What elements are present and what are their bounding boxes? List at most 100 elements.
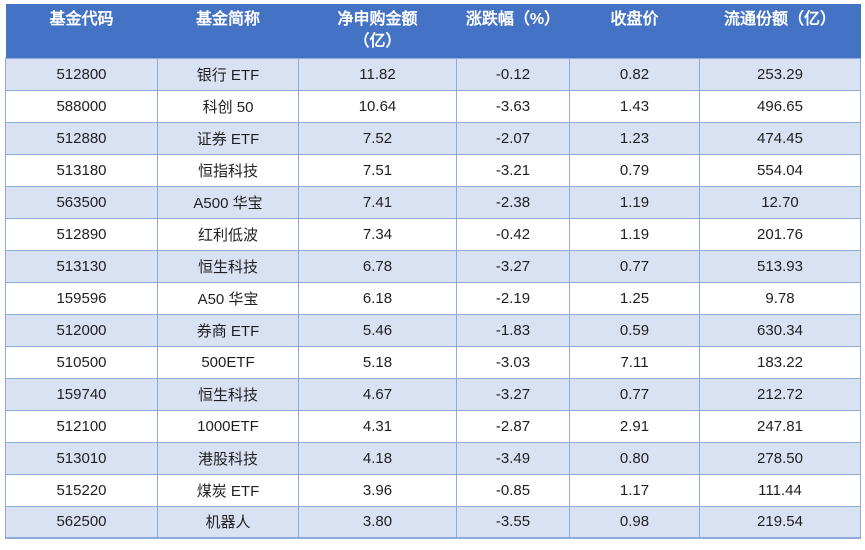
cell-float-shares: 201.76 (699, 217, 861, 251)
cell-close-price: 1.23 (569, 121, 700, 155)
cell-change-pct: -1.83 (456, 313, 570, 347)
cell-fund-name: 港股科技 (157, 441, 299, 475)
col-header-fund-name: 基金简称 (157, 4, 299, 58)
cell-float-shares: 219.54 (699, 505, 861, 539)
cell-fund-name: 恒生科技 (157, 377, 299, 411)
cell-fund-name: A500 华宝 (157, 185, 299, 219)
table-row: 512890 红利低波 7.34 -0.42 1.19 201.76 (5, 217, 861, 251)
cell-net-amount: 3.80 (298, 505, 457, 539)
cell-net-amount: 6.18 (298, 281, 457, 315)
cell-net-amount: 7.34 (298, 217, 457, 251)
cell-change-pct: -3.21 (456, 153, 570, 187)
cell-change-pct: -3.55 (456, 505, 570, 539)
table-row: 512000 券商 ETF 5.46 -1.83 0.59 630.34 (5, 313, 861, 347)
cell-fund-code: 513180 (5, 153, 158, 187)
table-row: 513130 恒生科技 6.78 -3.27 0.77 513.93 (5, 249, 861, 283)
cell-fund-name: 证券 ETF (157, 121, 299, 155)
cell-close-price: 0.79 (569, 153, 700, 187)
cell-fund-name: 红利低波 (157, 217, 299, 251)
cell-close-price: 0.80 (569, 441, 700, 475)
col-header-change-pct: 涨跌幅（%） (456, 4, 570, 58)
table-row: 512880 证券 ETF 7.52 -2.07 1.23 474.45 (5, 121, 861, 155)
col-header-net-amount-line1: 净申购金额 (337, 11, 418, 28)
cell-fund-name: A50 华宝 (157, 281, 299, 315)
fund-flow-table: 基金代码 基金简称 净申购金额 （亿） 涨跌幅（%） 收盘价 流通份额（亿） 51… (5, 4, 861, 539)
cell-fund-code: 510500 (5, 345, 158, 379)
table-row: 512100 1000ETF 4.31 -2.87 2.91 247.81 (5, 409, 861, 443)
cell-close-price: 0.98 (569, 505, 700, 539)
table-row: 159596 A50 华宝 6.18 -2.19 1.25 9.78 (5, 281, 861, 315)
cell-change-pct: -2.38 (456, 185, 570, 219)
cell-fund-code: 512880 (5, 121, 158, 155)
cell-close-price: 0.77 (569, 249, 700, 283)
cell-fund-code: 512890 (5, 217, 158, 251)
cell-float-shares: 253.29 (699, 57, 861, 91)
cell-fund-code: 562500 (5, 505, 158, 539)
cell-fund-code: 159740 (5, 377, 158, 411)
col-header-float-shares: 流通份额（亿） (699, 4, 861, 58)
cell-change-pct: -2.87 (456, 409, 570, 443)
cell-net-amount: 3.96 (298, 473, 457, 507)
cell-net-amount: 5.46 (298, 313, 457, 347)
cell-close-price: 2.91 (569, 409, 700, 443)
cell-fund-name: 1000ETF (157, 409, 299, 443)
cell-change-pct: -2.07 (456, 121, 570, 155)
cell-close-price: 1.43 (569, 89, 700, 123)
table-row: 588000 科创 50 10.64 -3.63 1.43 496.65 (5, 89, 861, 123)
cell-fund-code: 512000 (5, 313, 158, 347)
cell-net-amount: 6.78 (298, 249, 457, 283)
table-row: 562500 机器人 3.80 -3.55 0.98 219.54 (5, 505, 861, 539)
cell-float-shares: 513.93 (699, 249, 861, 283)
cell-fund-code: 515220 (5, 473, 158, 507)
cell-fund-code: 588000 (5, 89, 158, 123)
fund-flow-table-container: 基金代码 基金简称 净申购金额 （亿） 涨跌幅（%） 收盘价 流通份额（亿） 51… (5, 4, 861, 539)
cell-net-amount: 4.67 (298, 377, 457, 411)
cell-net-amount: 5.18 (298, 345, 457, 379)
cell-net-amount: 4.18 (298, 441, 457, 475)
cell-float-shares: 12.70 (699, 185, 861, 219)
table-row: 510500 500ETF 5.18 -3.03 7.11 183.22 (5, 345, 861, 379)
cell-change-pct: -0.85 (456, 473, 570, 507)
cell-fund-name: 恒生科技 (157, 249, 299, 283)
cell-net-amount: 4.31 (298, 409, 457, 443)
cell-close-price: 7.11 (569, 345, 700, 379)
cell-float-shares: 183.22 (699, 345, 861, 379)
cell-change-pct: -3.27 (456, 377, 570, 411)
cell-change-pct: -2.19 (456, 281, 570, 315)
cell-float-shares: 554.04 (699, 153, 861, 187)
cell-change-pct: -3.03 (456, 345, 570, 379)
cell-net-amount: 7.52 (298, 121, 457, 155)
table-row: 515220 煤炭 ETF 3.96 -0.85 1.17 111.44 (5, 473, 861, 507)
cell-fund-name: 银行 ETF (157, 57, 299, 91)
cell-close-price: 1.17 (569, 473, 700, 507)
cell-close-price: 1.19 (569, 185, 700, 219)
cell-fund-code: 513010 (5, 441, 158, 475)
table-row: 159740 恒生科技 4.67 -3.27 0.77 212.72 (5, 377, 861, 411)
col-header-fund-code: 基金代码 (5, 4, 158, 58)
cell-float-shares: 247.81 (699, 409, 861, 443)
cell-float-shares: 111.44 (699, 473, 861, 507)
cell-fund-name: 科创 50 (157, 89, 299, 123)
cell-fund-code: 512800 (5, 57, 158, 91)
cell-close-price: 0.82 (569, 57, 700, 91)
cell-net-amount: 7.51 (298, 153, 457, 187)
table-row: 563500 A500 华宝 7.41 -2.38 1.19 12.70 (5, 185, 861, 219)
cell-fund-name: 煤炭 ETF (157, 473, 299, 507)
cell-float-shares: 9.78 (699, 281, 861, 315)
cell-close-price: 1.19 (569, 217, 700, 251)
cell-fund-name: 恒指科技 (157, 153, 299, 187)
cell-fund-name: 券商 ETF (157, 313, 299, 347)
table-row: 513180 恒指科技 7.51 -3.21 0.79 554.04 (5, 153, 861, 187)
col-header-net-amount: 净申购金额 （亿） (298, 4, 457, 58)
col-header-net-amount-line2: （亿） (353, 33, 402, 50)
cell-change-pct: -3.63 (456, 89, 570, 123)
cell-float-shares: 212.72 (699, 377, 861, 411)
cell-fund-code: 159596 (5, 281, 158, 315)
cell-change-pct: -0.42 (456, 217, 570, 251)
col-header-close-price: 收盘价 (569, 4, 700, 58)
table-row: 512800 银行 ETF 11.82 -0.12 0.82 253.29 (5, 57, 861, 91)
cell-net-amount: 11.82 (298, 57, 457, 91)
table-row: 513010 港股科技 4.18 -3.49 0.80 278.50 (5, 441, 861, 475)
cell-change-pct: -3.49 (456, 441, 570, 475)
cell-change-pct: -0.12 (456, 57, 570, 91)
